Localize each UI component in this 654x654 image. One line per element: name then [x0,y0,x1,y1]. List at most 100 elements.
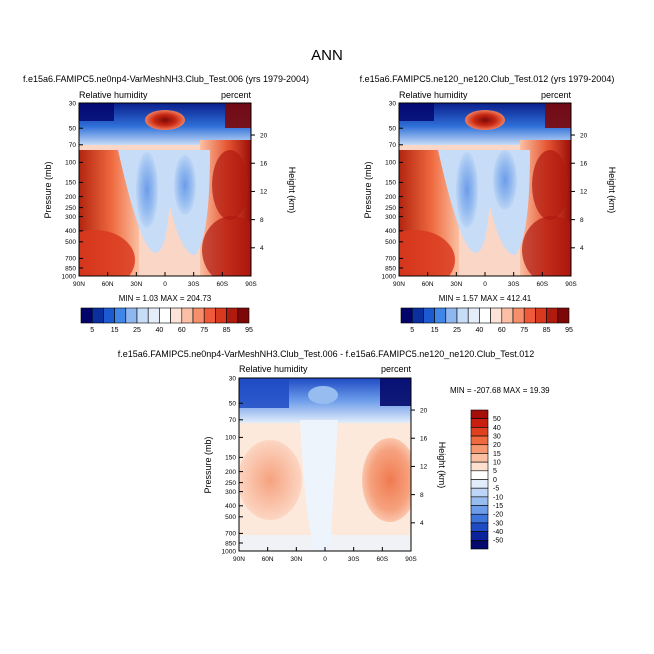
x-tick-label: 0 [163,281,167,288]
panel-2-axes: 90N 60N 30N 0 30S 60S 90S 30 50 70 100 150 200 250 300… [382,100,588,288]
panel-2-y2label: Height (km) [607,167,617,214]
panel-3-axes: 90N 60N 30N 0 30S 60S 90S 30 50 70 100 150 200 250 300… [222,375,428,563]
colorbar-label: 20 [493,442,501,449]
y-tick-label: 700 [65,256,76,263]
y-tick-label: 100 [225,435,236,442]
colorbar-swatch [512,307,525,324]
colorbar-swatch [470,435,489,446]
colorbar-swatch [470,479,489,489]
y-tick-label: 30 [69,100,77,107]
colorbar-label: 10 [493,460,501,467]
panel-3-y2label: Height (km) [437,442,447,489]
y-tick-label: 700 [225,531,236,538]
panel-2-title: f.e15a6.FAMIPC5.ne120_ne120.Club_Test.01… [360,74,615,84]
colorbar-swatch [136,307,149,324]
colorbar-label: 95 [565,327,573,334]
y-tick-label: 850 [385,265,396,272]
colorbar-swatch [470,418,489,428]
colorbar-label: -10 [493,494,503,501]
y-tick-label: 150 [225,455,236,462]
y2-tick-label: 20 [420,407,428,414]
panel-1-colorbar: 5 15 25 40 60 75 85 95 [80,307,253,334]
colorbar-label: 25 [453,327,461,334]
y-tick-label: 70 [69,142,77,149]
x-tick-label: 90N [393,281,405,288]
y2-tick-label: 8 [420,492,424,499]
x-tick-label: 0 [323,556,327,563]
colorbar-label: 40 [156,327,164,334]
panel-1-title: f.e15a6.FAMIPC5.ne0np4-VarMeshNH3.Club_T… [23,74,309,84]
colorbar-label: 15 [111,327,119,334]
colorbar-label: 5 [410,327,414,334]
x-tick-label: 90S [565,281,577,288]
colorbar-label: 60 [178,327,186,334]
colorbar-label: 60 [498,327,506,334]
panel-3-right-label: percent [381,364,412,374]
y2-tick-label: 4 [260,245,264,252]
x-tick-label: 90S [405,556,417,563]
y-tick-label: 250 [385,205,396,212]
y-tick-label: 400 [225,503,236,510]
colorbar-swatch [192,307,205,324]
x-tick-label: 90S [245,281,257,288]
colorbar-label: -15 [493,503,503,510]
x-tick-label: 60N [102,281,114,288]
colorbar-swatch [423,307,435,324]
panel-3-ylabel: Pressure (mb) [203,436,213,493]
colorbar-swatch [203,307,216,324]
y-tick-label: 1000 [222,548,237,555]
colorbar-swatch [470,496,489,506]
colorbar-swatch [479,307,491,324]
colorbar-label: 40 [493,425,501,432]
x-tick-label: 30S [188,281,200,288]
panel-3-field [239,378,411,551]
colorbar-swatch [445,307,458,324]
y2-tick-label: 16 [260,161,268,168]
colorbar-swatch [523,307,536,324]
colorbar-swatch [114,307,127,324]
colorbar-swatch [434,307,447,324]
panel-3: f.e15a6.FAMIPC5.ne0np4-VarMeshNH3.Club_T… [118,349,550,563]
panel-1-axes: 90N 60N 30N 0 30S 60S 90S 30 50 70 100 150 200 250 300… [62,100,268,288]
y-tick-label: 100 [65,160,76,167]
y-tick-label: 30 [389,100,397,107]
panel-2-left-label: Relative humidity [399,90,468,100]
y-tick-label: 250 [65,205,76,212]
colorbar-label: 85 [543,327,551,334]
colorbar-label: 75 [200,327,208,334]
y-tick-label: 850 [225,540,236,547]
colorbar-swatch [470,487,489,498]
x-tick-label: 30N [450,281,462,288]
panel-1-field [79,103,251,276]
colorbar-swatch [400,307,413,324]
y2-tick-label: 8 [580,217,584,224]
y-tick-label: 30 [229,375,237,382]
figure-title: ANN [311,47,343,64]
colorbar-label: 5 [90,327,94,334]
panel-1-right-label: percent [221,90,252,100]
y-tick-label: 250 [225,480,236,487]
panel-1-stats: MIN = 1.03 MAX = 204.73 [119,294,212,303]
y2-tick-label: 8 [260,217,264,224]
colorbar-swatch [456,307,469,324]
colorbar-swatch [147,307,160,324]
x-tick-label: 60N [422,281,434,288]
y-tick-label: 150 [385,180,396,187]
y-tick-label: 500 [65,239,76,246]
colorbar-swatch [470,461,489,472]
x-tick-label: 90N [233,556,245,563]
panel-1-ylabel: Pressure (mb) [43,161,53,218]
colorbar-label: -40 [493,529,503,536]
colorbar-swatch [103,307,115,324]
panel-2: f.e15a6.FAMIPC5.ne120_ne120.Club_Test.01… [360,74,617,334]
colorbar-swatch [470,453,489,463]
y-tick-label: 1000 [382,273,397,280]
y-tick-label: 200 [225,469,236,476]
y-tick-label: 50 [69,126,77,133]
x-tick-label: 30N [130,281,142,288]
x-tick-label: 60N [262,556,274,563]
panel-2-right-label: percent [541,90,572,100]
panel-2-colorbar: 5 15 25 40 60 75 85 95 [400,307,573,334]
y-tick-label: 300 [225,489,236,496]
panel-2-stats: MIN = 1.57 MAX = 412.41 [439,294,532,303]
